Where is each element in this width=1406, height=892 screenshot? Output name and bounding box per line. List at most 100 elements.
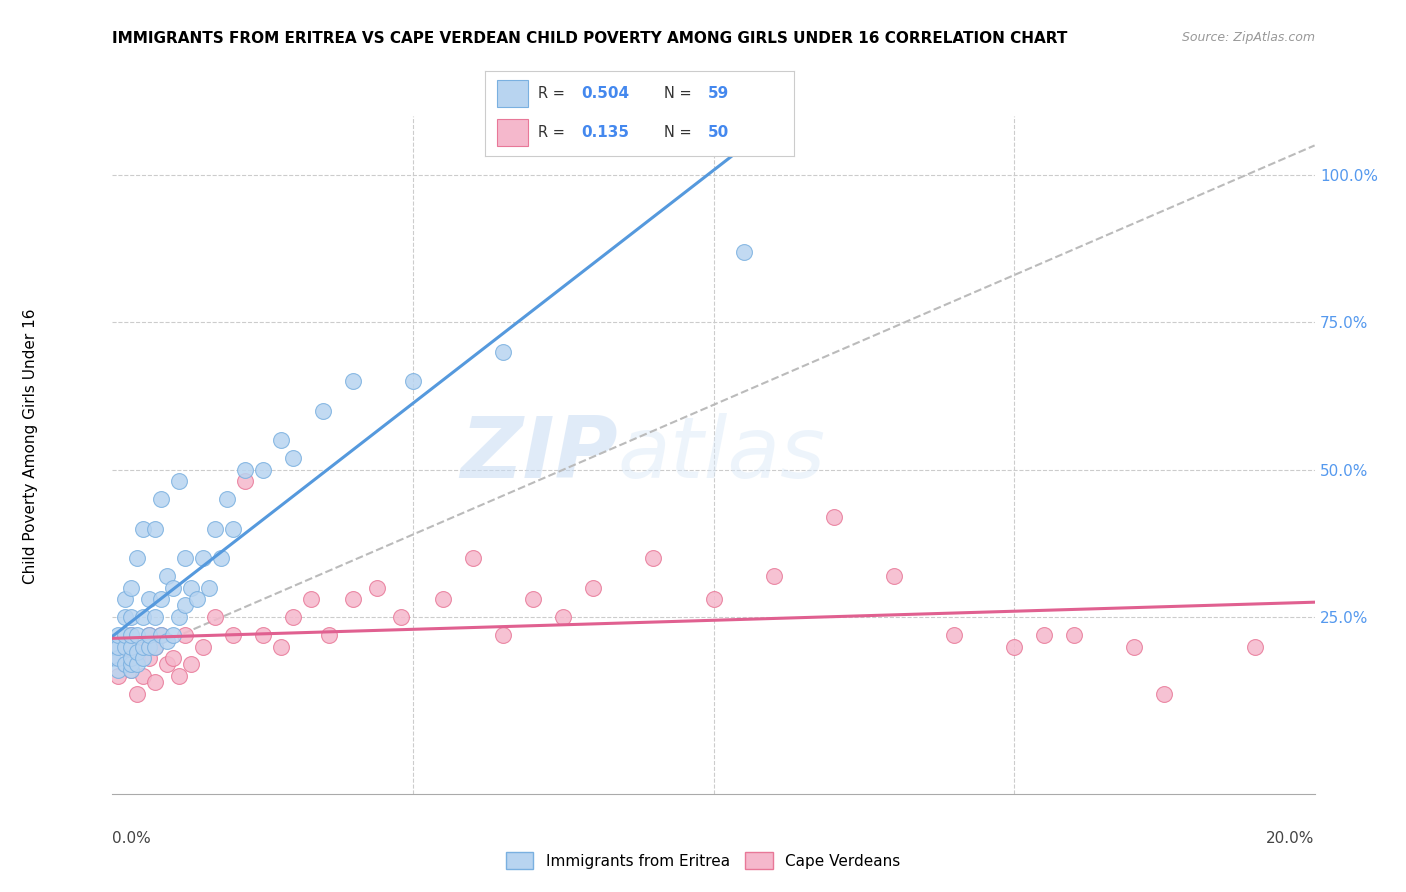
FancyBboxPatch shape bbox=[498, 80, 529, 107]
Point bbox=[883, 568, 905, 582]
Point bbox=[342, 592, 364, 607]
Point bbox=[252, 463, 274, 477]
Point bbox=[191, 640, 214, 654]
Point bbox=[114, 640, 136, 654]
Point bbox=[492, 628, 515, 642]
Point bbox=[209, 551, 232, 566]
Point bbox=[167, 669, 190, 683]
Point bbox=[281, 450, 304, 465]
Point bbox=[155, 568, 177, 582]
Point bbox=[162, 628, 184, 642]
Point bbox=[180, 581, 202, 595]
Point bbox=[197, 581, 219, 595]
Point bbox=[366, 581, 388, 595]
Point bbox=[138, 628, 160, 642]
Text: 0.504: 0.504 bbox=[581, 86, 628, 101]
Point bbox=[101, 640, 124, 654]
Point bbox=[173, 599, 195, 613]
Point bbox=[312, 403, 335, 417]
Point bbox=[143, 610, 166, 624]
Text: R =: R = bbox=[537, 86, 569, 101]
Point bbox=[318, 628, 340, 642]
Point bbox=[107, 640, 129, 654]
Point bbox=[402, 374, 425, 388]
Point bbox=[222, 628, 245, 642]
Point bbox=[1153, 687, 1175, 701]
Point bbox=[131, 640, 153, 654]
Point bbox=[120, 663, 142, 677]
Text: ZIP: ZIP bbox=[460, 413, 617, 497]
Point bbox=[107, 669, 129, 683]
Point bbox=[191, 551, 214, 566]
Point bbox=[120, 651, 142, 665]
Text: atlas: atlas bbox=[617, 413, 825, 497]
Point bbox=[155, 657, 177, 672]
Point bbox=[149, 492, 172, 507]
Point bbox=[107, 663, 129, 677]
Point bbox=[823, 509, 845, 524]
Point bbox=[942, 628, 965, 642]
Point bbox=[233, 463, 256, 477]
Point bbox=[149, 628, 172, 642]
Point bbox=[114, 640, 136, 654]
Point bbox=[1063, 628, 1085, 642]
Point bbox=[215, 492, 238, 507]
Text: N =: N = bbox=[665, 86, 697, 101]
Point bbox=[131, 610, 153, 624]
Point bbox=[125, 551, 148, 566]
Point bbox=[342, 374, 364, 388]
Point bbox=[1002, 640, 1025, 654]
Point bbox=[281, 610, 304, 624]
Point bbox=[120, 610, 142, 624]
Point bbox=[114, 657, 136, 672]
Text: Child Poverty Among Girls Under 16: Child Poverty Among Girls Under 16 bbox=[24, 309, 38, 583]
Point bbox=[120, 640, 142, 654]
Point bbox=[120, 657, 142, 672]
FancyBboxPatch shape bbox=[498, 119, 529, 146]
Text: N =: N = bbox=[665, 125, 697, 140]
Point bbox=[1123, 640, 1146, 654]
Text: 0.0%: 0.0% bbox=[112, 831, 152, 846]
Point bbox=[138, 628, 160, 642]
Point bbox=[125, 687, 148, 701]
Point bbox=[125, 628, 148, 642]
Point bbox=[733, 244, 755, 259]
Point bbox=[762, 568, 785, 582]
Point bbox=[125, 657, 148, 672]
Point bbox=[222, 522, 245, 536]
Text: Source: ZipAtlas.com: Source: ZipAtlas.com bbox=[1181, 31, 1315, 45]
Point bbox=[204, 522, 226, 536]
Point bbox=[149, 592, 172, 607]
Point bbox=[107, 628, 129, 642]
Point bbox=[582, 581, 605, 595]
Point bbox=[138, 640, 160, 654]
Point bbox=[173, 551, 195, 566]
Point bbox=[1243, 640, 1265, 654]
Point bbox=[492, 344, 515, 359]
Point bbox=[270, 433, 292, 447]
Point bbox=[120, 628, 142, 642]
Point bbox=[389, 610, 412, 624]
Point bbox=[643, 551, 665, 566]
Point bbox=[167, 610, 190, 624]
Point bbox=[270, 640, 292, 654]
Point bbox=[553, 610, 575, 624]
Point bbox=[114, 610, 136, 624]
Point bbox=[233, 475, 256, 489]
Point bbox=[120, 663, 142, 677]
Point bbox=[299, 592, 322, 607]
Point bbox=[131, 669, 153, 683]
Point bbox=[138, 592, 160, 607]
Point bbox=[702, 592, 725, 607]
Point bbox=[173, 628, 195, 642]
Point bbox=[114, 628, 136, 642]
Point bbox=[101, 651, 124, 665]
Point bbox=[131, 522, 153, 536]
Point bbox=[101, 651, 124, 665]
Point bbox=[162, 581, 184, 595]
Point bbox=[432, 592, 454, 607]
Point bbox=[155, 633, 177, 648]
Point bbox=[1033, 628, 1056, 642]
Point bbox=[131, 651, 153, 665]
Point bbox=[114, 592, 136, 607]
